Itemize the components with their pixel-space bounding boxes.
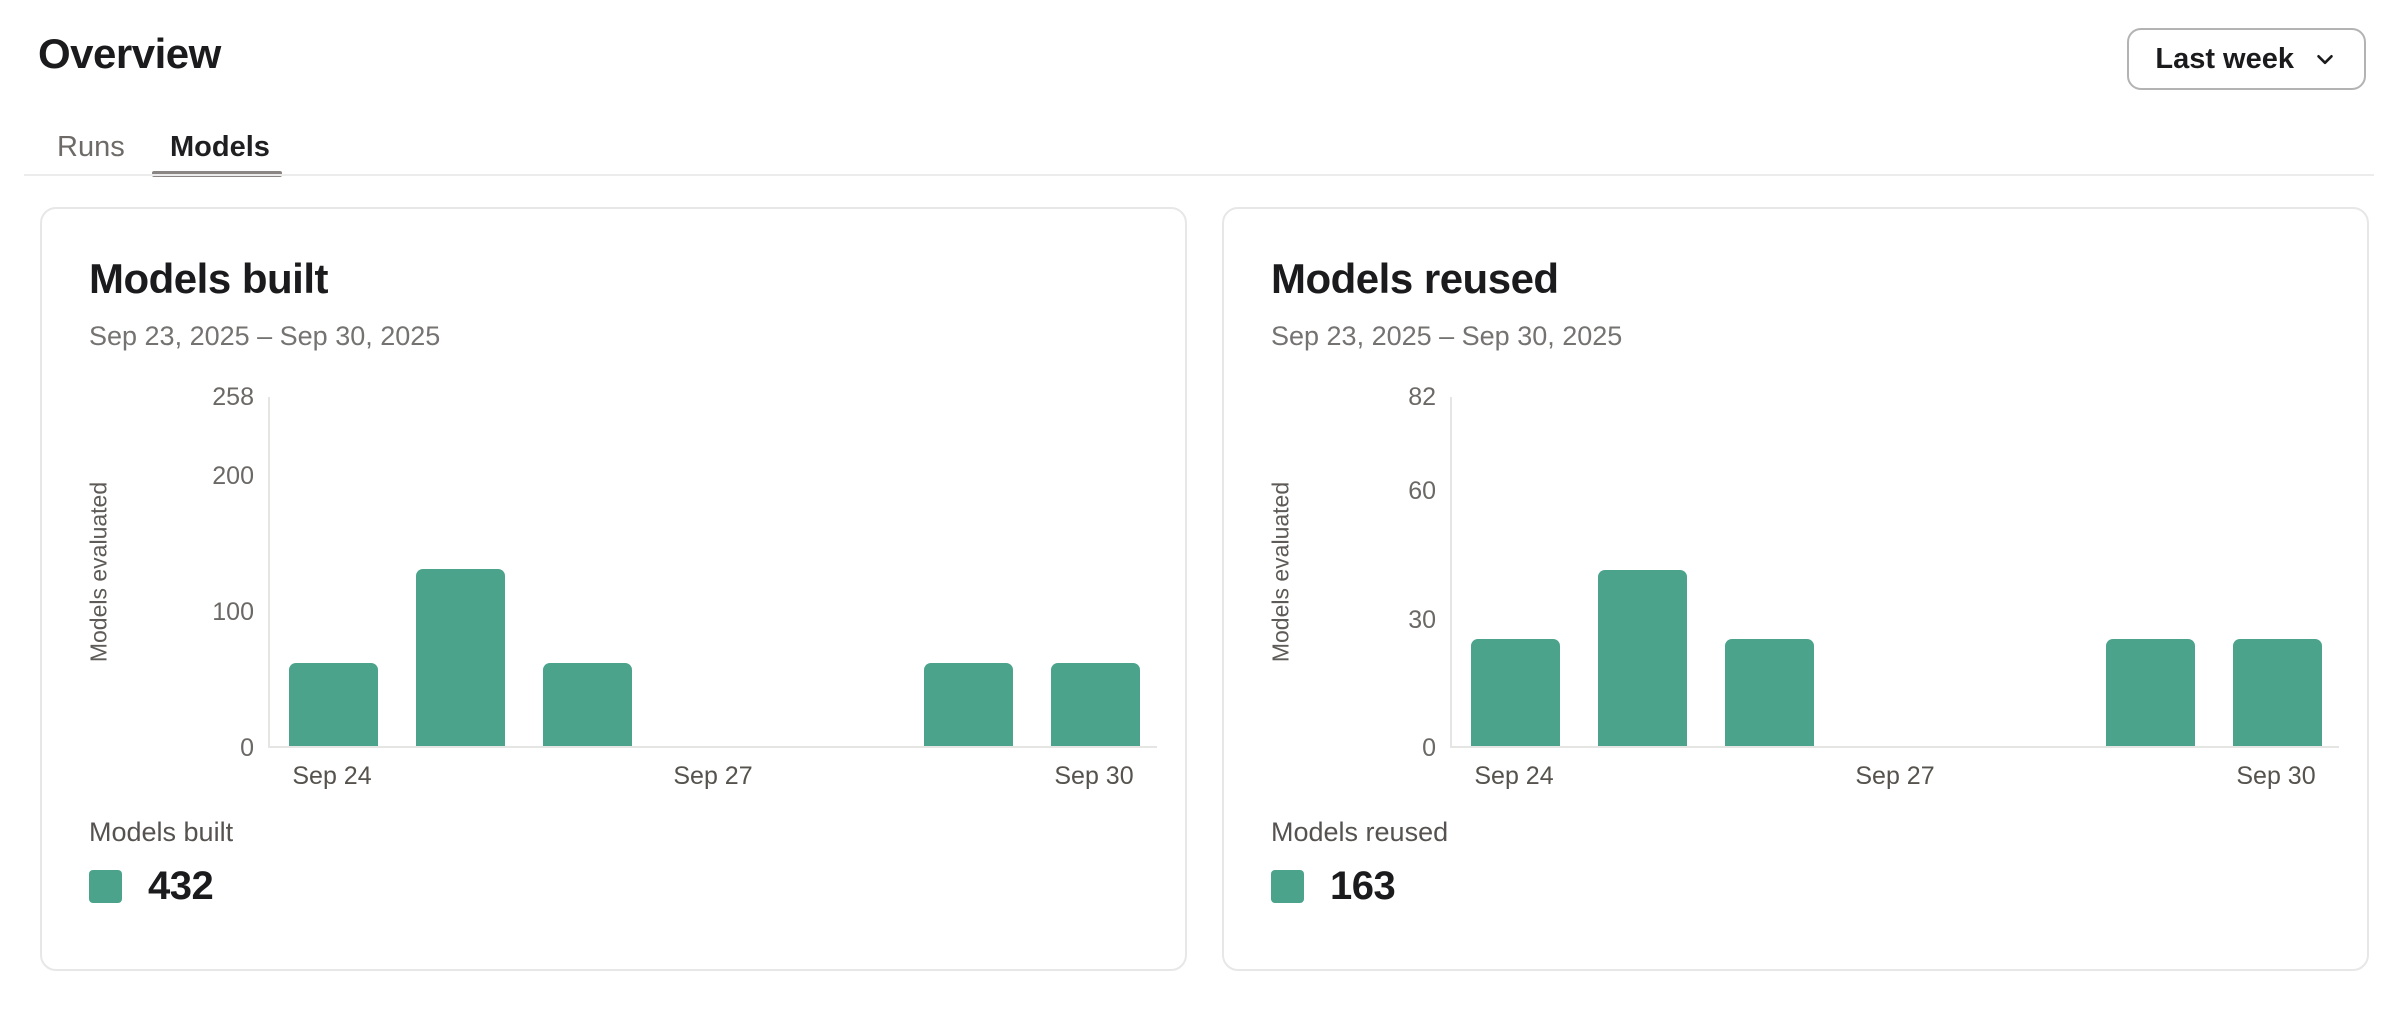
- models-built-card: Models built Sep 23, 2025 – Sep 30, 2025…: [40, 207, 1187, 971]
- y-tick-label: 0: [240, 734, 254, 762]
- plot-area: [268, 397, 1157, 748]
- tab-models[interactable]: Models: [170, 131, 270, 163]
- date-range-dropdown[interactable]: Last week: [2127, 28, 2366, 90]
- legend-total-value: 432: [148, 864, 214, 908]
- y-tick-label: 82: [1408, 383, 1436, 411]
- legend-label: Models reused: [1271, 817, 1449, 847]
- bar-sep-24[interactable]: [1471, 639, 1560, 746]
- bar-chart: Models evaluated 0 30 60 82 Sep 24 Sep 27 Sep…: [1268, 383, 2351, 804]
- tabs-divider: [24, 174, 2374, 176]
- bar-sep-26[interactable]: [1725, 639, 1814, 746]
- card-title: Models built: [89, 255, 329, 302]
- x-tick-label: Sep 24: [1474, 762, 1554, 790]
- bar-sep-24[interactable]: [289, 663, 378, 746]
- legend-swatch: [89, 870, 122, 903]
- x-tick-label: Sep 27: [673, 762, 753, 790]
- legend-swatch: [1271, 870, 1304, 903]
- bar-sep-30[interactable]: [1051, 663, 1140, 746]
- legend-label: Models built: [89, 817, 234, 847]
- x-tick-label: Sep 30: [1054, 762, 1134, 790]
- x-tick-label: Sep 27: [1855, 762, 1935, 790]
- y-axis-ticks: 0 30 60 82: [1271, 383, 1436, 762]
- bar-chart: Models evaluated 0 100 200 258 Sep 24 Sep 27…: [86, 383, 1169, 804]
- bar-sep-30[interactable]: [2233, 639, 2322, 746]
- bar-sep-29[interactable]: [2106, 639, 2195, 746]
- legend-row: 432: [89, 864, 214, 909]
- y-tick-label: 200: [212, 462, 254, 490]
- bar-sep-26[interactable]: [543, 663, 632, 746]
- bar-sep-29[interactable]: [924, 663, 1013, 746]
- y-tick-label: 100: [212, 598, 254, 626]
- bar-sep-25[interactable]: [1598, 570, 1687, 746]
- page-title: Overview: [38, 30, 221, 77]
- tab-runs[interactable]: Runs: [57, 131, 125, 163]
- card-date-range: Sep 23, 2025 – Sep 30, 2025: [89, 321, 441, 351]
- x-axis-ticks: Sep 24 Sep 27 Sep 30: [1450, 762, 2339, 796]
- x-axis-ticks: Sep 24 Sep 27 Sep 30: [268, 762, 1157, 796]
- y-tick-label: 0: [1422, 734, 1436, 762]
- models-reused-card: Models reused Sep 23, 2025 – Sep 30, 202…: [1222, 207, 2369, 971]
- card-date-range: Sep 23, 2025 – Sep 30, 2025: [1271, 321, 1623, 351]
- chevron-down-icon: [2312, 46, 2338, 72]
- y-tick-label: 30: [1408, 606, 1436, 634]
- date-range-value: Last week: [2155, 42, 2294, 75]
- x-tick-label: Sep 24: [292, 762, 372, 790]
- plot-area: [1450, 397, 2339, 748]
- card-title: Models reused: [1271, 255, 1559, 302]
- y-tick-label: 60: [1408, 477, 1436, 505]
- bar-sep-25[interactable]: [416, 569, 505, 746]
- y-tick-label: 258: [212, 383, 254, 411]
- legend-row: 163: [1271, 864, 1396, 909]
- x-tick-label: Sep 30: [2236, 762, 2316, 790]
- legend-total-value: 163: [1330, 864, 1396, 908]
- page-header: Overview Last week: [0, 0, 2398, 110]
- y-axis-ticks: 0 100 200 258: [89, 383, 254, 762]
- tab-bar: Runs Models: [0, 125, 2398, 177]
